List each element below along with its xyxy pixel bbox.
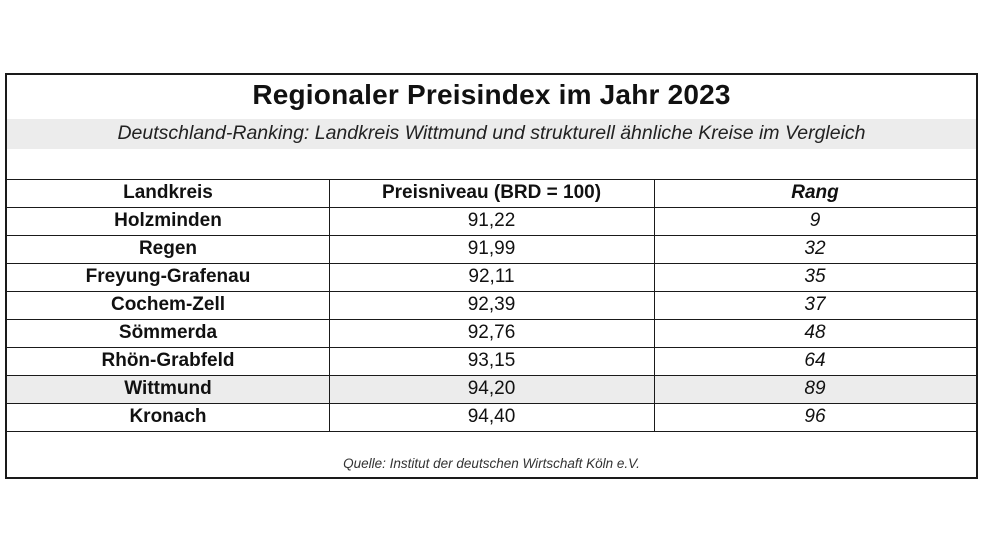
- table-row: Sömmerda 92,76 48: [7, 319, 976, 347]
- cell-rang: 35: [804, 266, 826, 287]
- table-row: Regen 91,99 32: [7, 235, 976, 263]
- cell-rang: 37: [804, 294, 826, 315]
- header-rang: Rang: [791, 182, 839, 203]
- table-frame: Regionaler Preisindex im Jahr 2023 Deuts…: [5, 73, 978, 479]
- header-landkreis: Landkreis: [123, 182, 213, 203]
- table-row: Kronach 94,40 96: [7, 403, 976, 431]
- table-row: Rhön-Grabfeld 93,15 64: [7, 347, 976, 375]
- cell-rang: 64: [804, 350, 826, 371]
- table-vline: [329, 179, 330, 431]
- cell-preisniveau: 94,40: [467, 406, 516, 427]
- cell-landkreis: Cochem-Zell: [110, 294, 226, 315]
- table-hline: [7, 235, 976, 236]
- table-hline: [7, 403, 976, 404]
- cell-landkreis: Sömmerda: [118, 322, 218, 343]
- cell-rang: 96: [804, 406, 826, 427]
- table-hline: [7, 319, 976, 320]
- table-title: Regionaler Preisindex im Jahr 2023: [252, 79, 731, 110]
- cell-landkreis: Holzminden: [114, 210, 222, 231]
- cell-rang: 32: [804, 238, 826, 259]
- table-hline: [7, 263, 976, 264]
- cell-preisniveau: 92,76: [467, 322, 516, 343]
- cell-landkreis: Wittmund: [124, 378, 212, 399]
- table-hline: [7, 207, 976, 208]
- source-note: Quelle: Institut der deutschen Wirtschaf…: [343, 456, 640, 471]
- table-row: Wittmund 94,20 89: [7, 375, 976, 403]
- table-row: Holzminden 91,22 9: [7, 207, 976, 235]
- table-row: Cochem-Zell 92,39 37: [7, 291, 976, 319]
- cell-preisniveau: 93,15: [467, 350, 516, 371]
- cell-preisniveau: 91,99: [467, 238, 516, 259]
- cell-rang: 48: [804, 322, 826, 343]
- cell-landkreis: Rhön-Grabfeld: [101, 350, 235, 371]
- subtitle-bar: Deutschland-Ranking: Landkreis Wittmund …: [7, 119, 976, 149]
- table-vline: [654, 179, 655, 431]
- table-hline: [7, 347, 976, 348]
- table-hline: [7, 431, 976, 432]
- table-subtitle: Deutschland-Ranking: Landkreis Wittmund …: [117, 122, 866, 144]
- cell-preisniveau: 92,11: [468, 266, 515, 287]
- table-hline: [7, 375, 976, 376]
- cell-rang: 89: [804, 378, 826, 399]
- cell-landkreis: Freyung-Grafenau: [85, 266, 251, 287]
- cell-landkreis: Kronach: [129, 406, 207, 427]
- cell-preisniveau: 92,39: [467, 294, 516, 315]
- table-header-row: Landkreis Preisniveau (BRD = 100) Rang: [7, 179, 976, 207]
- table-hline: [7, 179, 976, 180]
- cell-preisniveau: 91,22: [467, 210, 516, 231]
- cell-landkreis: Regen: [138, 238, 198, 259]
- table-row: Freyung-Grafenau 92,11 35: [7, 263, 976, 291]
- table-hline: [7, 291, 976, 292]
- cell-rang: 9: [809, 210, 821, 231]
- cell-preisniveau: 94,20: [467, 378, 516, 399]
- header-preisniveau: Preisniveau (BRD = 100): [381, 182, 602, 203]
